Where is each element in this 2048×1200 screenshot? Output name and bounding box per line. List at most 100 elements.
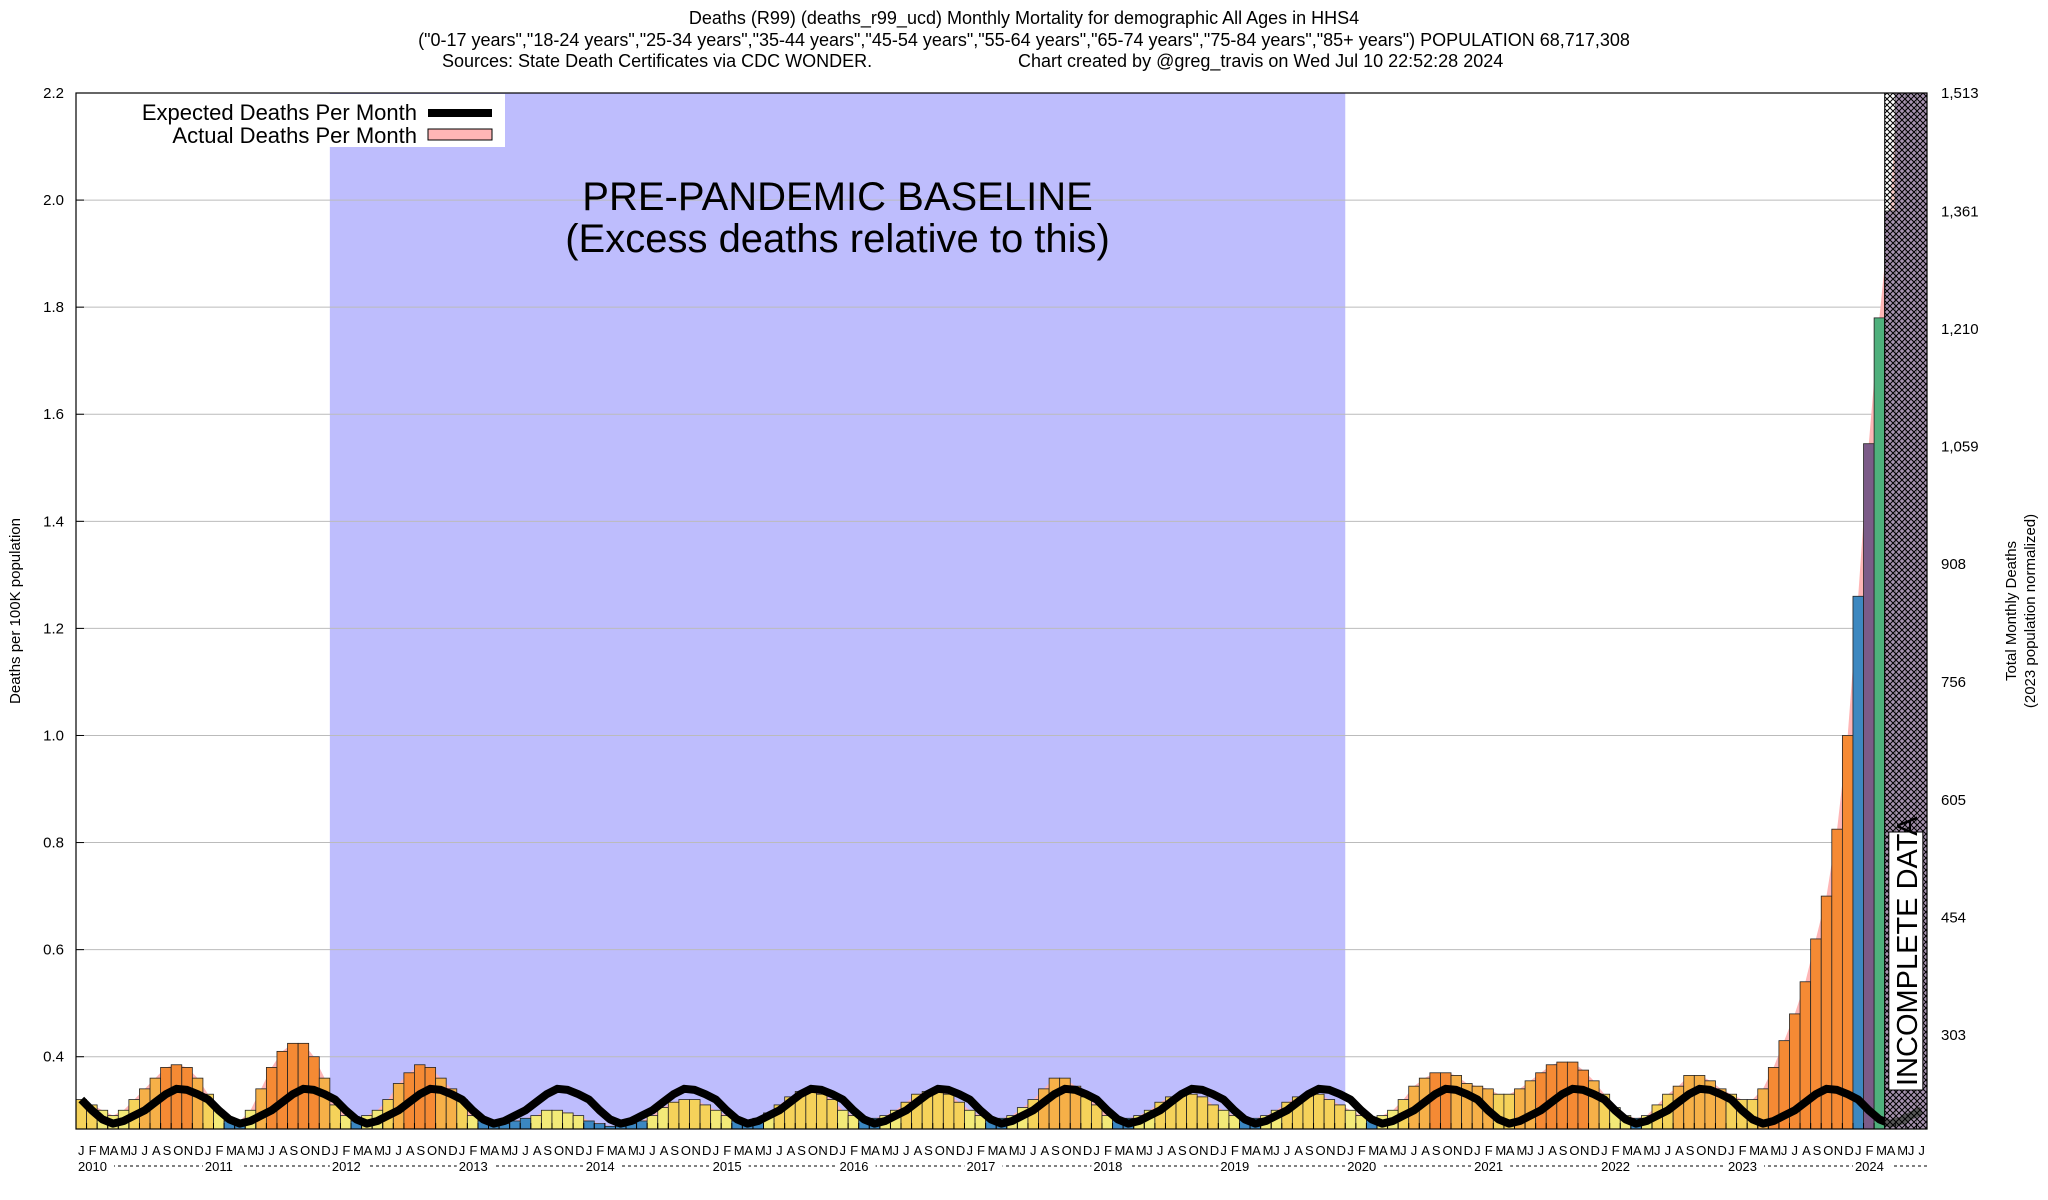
x-tick-label: A	[1379, 1143, 1388, 1158]
x-tick-label: M	[1516, 1143, 1527, 1158]
x-tick-label: M	[1009, 1143, 1020, 1158]
x-tick-label: J	[205, 1143, 212, 1158]
x-tick-label: M	[247, 1143, 258, 1158]
x-tick-label: J	[1855, 1143, 1862, 1158]
year-label-bg	[1472, 1158, 1511, 1174]
y2-axis-label: Total Monthly Deaths	[2003, 541, 2020, 681]
bar	[667, 1101, 680, 1129]
bar	[699, 1104, 712, 1129]
incomplete-label: INCOMPLETE DATA	[1892, 816, 1924, 1086]
x-tick-label: M	[1876, 1143, 1887, 1158]
x-tick-label: J	[903, 1143, 910, 1158]
x-tick-label: F	[977, 1143, 985, 1158]
x-tick-label: D	[1083, 1143, 1092, 1158]
x-tick-label: M	[1622, 1143, 1633, 1158]
bar	[519, 1117, 532, 1129]
bar	[932, 1091, 944, 1129]
year-label: 2022	[1601, 1159, 1630, 1174]
bar	[1450, 1075, 1463, 1129]
x-tick-label: M	[1495, 1143, 1506, 1158]
x-tick-label: J	[131, 1143, 138, 1158]
x-tick-label: D	[1717, 1143, 1726, 1158]
year-label-bg	[1218, 1158, 1257, 1174]
x-tick-label: A	[1421, 1143, 1430, 1158]
bar	[710, 1109, 722, 1129]
y2-tick-label: 605	[1941, 792, 1966, 809]
x-tick-label: A	[237, 1143, 246, 1158]
bar	[1217, 1109, 1230, 1129]
x-tick-label: M	[1115, 1143, 1126, 1158]
x-tick-label: F	[1739, 1143, 1747, 1158]
x-tick-label: A	[1294, 1143, 1303, 1158]
x-tick-label: J	[1273, 1143, 1280, 1158]
x-tick-label: J	[1527, 1143, 1534, 1158]
bar	[1186, 1093, 1198, 1129]
x-tick-label: O	[1189, 1143, 1199, 1158]
bar	[837, 1109, 849, 1129]
x-tick-label: A	[1041, 1143, 1050, 1158]
x-tick-label: N	[1072, 1143, 1081, 1158]
bar	[1440, 1072, 1452, 1129]
x-tick-label: N	[1453, 1143, 1462, 1158]
x-tick-label: S	[1305, 1143, 1314, 1158]
x-tick-label: A	[364, 1143, 373, 1158]
x-tick-label: A	[406, 1143, 415, 1158]
x-tick-label: M	[99, 1143, 110, 1158]
bar	[583, 1120, 595, 1129]
bar	[1313, 1093, 1325, 1129]
x-tick-label: J	[1474, 1143, 1481, 1158]
x-tick-label: J	[892, 1143, 899, 1158]
bar	[1683, 1075, 1695, 1129]
x-tick-label: O	[1442, 1143, 1452, 1158]
x-tick-label: A	[152, 1143, 161, 1158]
x-tick-label: S	[290, 1143, 299, 1158]
x-tick-label: A	[1252, 1143, 1261, 1158]
x-tick-label: S	[1178, 1143, 1187, 1158]
year-label: 2015	[713, 1159, 742, 1174]
bar	[572, 1115, 585, 1129]
year-label-bg	[1599, 1158, 1638, 1174]
x-tick-label: M	[501, 1143, 512, 1158]
x-tick-label: A	[1887, 1143, 1896, 1158]
x-tick-label: M	[988, 1143, 999, 1158]
x-tick-label: J	[1781, 1143, 1788, 1158]
x-tick-label: M	[1749, 1143, 1760, 1158]
x-tick-label: D	[321, 1143, 330, 1158]
bar	[1566, 1061, 1579, 1129]
x-tick-label: M	[353, 1143, 364, 1158]
bar	[1080, 1096, 1092, 1129]
x-tick-label: O	[1569, 1143, 1579, 1158]
baseline-region	[329, 93, 1346, 1129]
x-tick-label: S	[670, 1143, 679, 1158]
bar	[1196, 1096, 1209, 1129]
bar	[530, 1115, 542, 1129]
x-tick-label: S	[416, 1143, 425, 1158]
bar	[191, 1077, 204, 1129]
bar	[1323, 1099, 1336, 1129]
x-tick-label: J	[522, 1143, 529, 1158]
bar	[255, 1088, 267, 1129]
y-tick-label: 0.8	[43, 835, 64, 852]
x-tick-label: J	[1093, 1143, 1100, 1158]
x-tick-label: D	[1210, 1143, 1219, 1158]
x-tick-label: O	[681, 1143, 691, 1158]
x-tick-label: J	[459, 1143, 466, 1158]
bar	[646, 1115, 659, 1129]
x-tick-label: A	[787, 1143, 796, 1158]
x-tick-label: J	[649, 1143, 656, 1158]
bar	[170, 1064, 183, 1129]
x-tick-label: M	[1263, 1143, 1274, 1158]
year-label-bg	[964, 1158, 1003, 1174]
year-label-bg	[837, 1158, 876, 1174]
x-tick-label: J	[1157, 1143, 1164, 1158]
bar	[1841, 735, 1854, 1129]
x-tick-label: O	[935, 1143, 945, 1158]
x-tick-label: S	[1432, 1143, 1441, 1158]
year-label-bg	[1345, 1158, 1384, 1174]
x-tick-label: D	[829, 1143, 838, 1158]
x-tick-label: F	[596, 1143, 604, 1158]
bar	[1535, 1072, 1547, 1129]
plot: 0.4 0.6 0.8 1.0 1.2 1.4 1.6 1.8 2.0 2.2 303 454 605 7…	[43, 85, 1979, 1174]
bar	[1831, 828, 1843, 1129]
